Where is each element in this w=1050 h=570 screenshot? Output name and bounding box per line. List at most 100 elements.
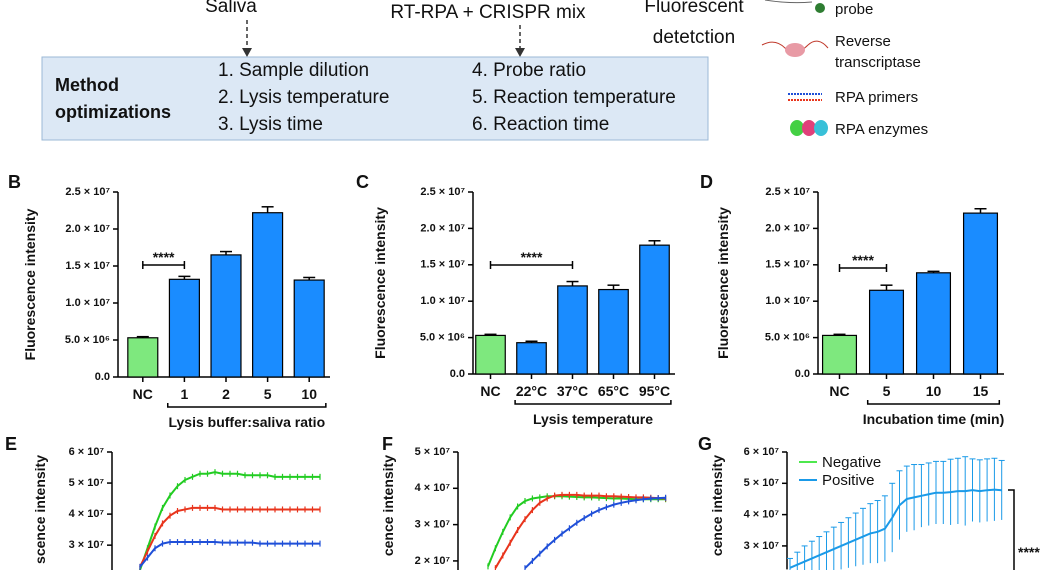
probe-icon xyxy=(815,3,825,13)
y-axis-title: cence intensity xyxy=(380,455,396,556)
panel-letter: C xyxy=(356,172,369,192)
x-tick-label: 1 xyxy=(181,386,189,402)
y-tick-label: 2.0 × 10⁷ xyxy=(65,223,110,235)
y-tick-label: 6 × 10⁷ xyxy=(744,446,780,458)
x-tick-label: NC xyxy=(829,383,849,399)
legend-label: probe xyxy=(835,1,873,18)
bar xyxy=(127,337,159,378)
y-tick-label: 0.0 xyxy=(450,368,465,380)
optimization-box xyxy=(41,56,709,141)
y-tick-label: 5 × 10⁷ xyxy=(415,446,451,458)
bar xyxy=(293,279,325,378)
workflow-diagram: Saliva RT-RPA + CRISPR mix Fluorescent d… xyxy=(41,0,928,141)
y-tick-label: 1.0 × 10⁷ xyxy=(765,295,810,307)
y-axis-title: Fluorescence intensity xyxy=(715,207,731,359)
series-line xyxy=(494,493,666,569)
step-label: detetction xyxy=(653,27,735,48)
y-tick-label: 5 × 10⁷ xyxy=(744,477,780,489)
x-tick-label: NC xyxy=(133,386,153,402)
series-line xyxy=(524,496,666,569)
y-tick-label: 3 × 10⁷ xyxy=(744,540,780,552)
arrow-head xyxy=(515,48,525,57)
significance-label: **** xyxy=(1018,544,1040,560)
bar xyxy=(821,334,858,375)
x-axis-title: Lysis buffer:saliva ratio xyxy=(168,414,325,430)
probe-icon xyxy=(764,0,813,4)
y-tick-label: 2 × 10⁷ xyxy=(415,555,451,567)
y-tick-label: 6 × 10⁷ xyxy=(69,446,105,458)
legend-label: RPA enzymes xyxy=(835,121,928,138)
x-tick-label: 10 xyxy=(301,386,317,402)
legend-label: Positive xyxy=(822,472,875,489)
bar xyxy=(915,272,952,375)
bar xyxy=(557,285,588,375)
y-tick-label: 2.5 × 10⁷ xyxy=(65,186,110,198)
group-bracket xyxy=(167,403,327,408)
bar xyxy=(168,278,200,378)
bar xyxy=(598,288,629,375)
series-line xyxy=(487,495,666,567)
x-tick-label: 22°C xyxy=(516,383,547,399)
y-tick-label: 2.5 × 10⁷ xyxy=(420,186,465,198)
panel-letter: F xyxy=(382,434,393,454)
box-item: 5. Reaction temperature xyxy=(472,87,676,108)
series-line xyxy=(789,488,1002,569)
x-tick-label: NC xyxy=(480,383,500,399)
panel-letter: G xyxy=(698,434,712,454)
group-bracket xyxy=(866,400,1001,405)
y-tick-label: 0.0 xyxy=(795,368,810,380)
panel-letter: B xyxy=(8,172,21,192)
y-tick-label: 3 × 10⁷ xyxy=(415,519,451,531)
legend-label: RPA primers xyxy=(835,89,918,106)
bar xyxy=(252,212,284,378)
bar xyxy=(210,254,242,378)
bar xyxy=(868,289,905,375)
y-tick-label: 5 × 10⁷ xyxy=(69,477,105,489)
legend-label: Negative xyxy=(822,454,881,471)
box-item: 4. Probe ratio xyxy=(472,60,586,81)
series-line xyxy=(139,541,320,568)
series-line xyxy=(139,506,320,568)
significance-bracket xyxy=(1008,489,1015,570)
step-label: Fluorescent xyxy=(644,0,744,17)
enzyme-icon xyxy=(814,120,828,136)
series-line xyxy=(139,471,320,570)
y-tick-label: 5.0 × 10⁶ xyxy=(420,332,465,344)
bar xyxy=(639,244,670,375)
y-tick-label: 4 × 10⁷ xyxy=(744,509,780,521)
legend-label: transcriptase xyxy=(835,54,921,71)
x-tick-label: 10 xyxy=(926,383,942,399)
x-tick-label: 65°C xyxy=(598,383,629,399)
x-tick-label: 37°C xyxy=(557,383,588,399)
y-tick-label: 1.5 × 10⁷ xyxy=(420,259,465,271)
y-axis-title: Fluorescence intensity xyxy=(372,207,388,359)
y-tick-label: 0.0 xyxy=(95,371,110,383)
x-tick-label: 15 xyxy=(973,383,989,399)
y-tick-label: 1.5 × 10⁷ xyxy=(65,260,110,272)
y-tick-label: 1.5 × 10⁷ xyxy=(765,259,810,271)
box-title: Method xyxy=(55,75,119,95)
y-tick-label: 2.5 × 10⁷ xyxy=(765,186,810,198)
box-title: optimizations xyxy=(55,102,171,122)
y-tick-label: 2.0 × 10⁷ xyxy=(420,222,465,234)
enzyme-icon xyxy=(790,120,804,136)
significance-label: **** xyxy=(153,249,175,265)
bar xyxy=(962,212,999,375)
legend-label: Reverse xyxy=(835,33,891,50)
panel-letter: D xyxy=(700,172,713,192)
significance-label: **** xyxy=(521,249,543,265)
panel-letter: E xyxy=(5,434,17,454)
y-tick-label: 2.0 × 10⁷ xyxy=(765,222,810,234)
y-tick-label: 1.0 × 10⁷ xyxy=(420,295,465,307)
y-axis-title: cence intensity xyxy=(709,455,725,556)
box-item: 1. Sample dilution xyxy=(218,60,369,81)
y-tick-label: 1.0 × 10⁷ xyxy=(65,297,110,309)
y-tick-label: 3 × 10⁷ xyxy=(69,539,105,551)
x-axis-title: Lysis temperature xyxy=(533,411,653,427)
y-tick-label: 4 × 10⁷ xyxy=(69,508,105,520)
box-item: 6. Reaction time xyxy=(472,114,609,135)
step-label: Saliva xyxy=(205,0,257,17)
y-axis-title: Fluorescence intensity xyxy=(22,208,38,360)
bar xyxy=(516,342,547,375)
y-tick-label: 5.0 × 10⁶ xyxy=(765,332,810,344)
